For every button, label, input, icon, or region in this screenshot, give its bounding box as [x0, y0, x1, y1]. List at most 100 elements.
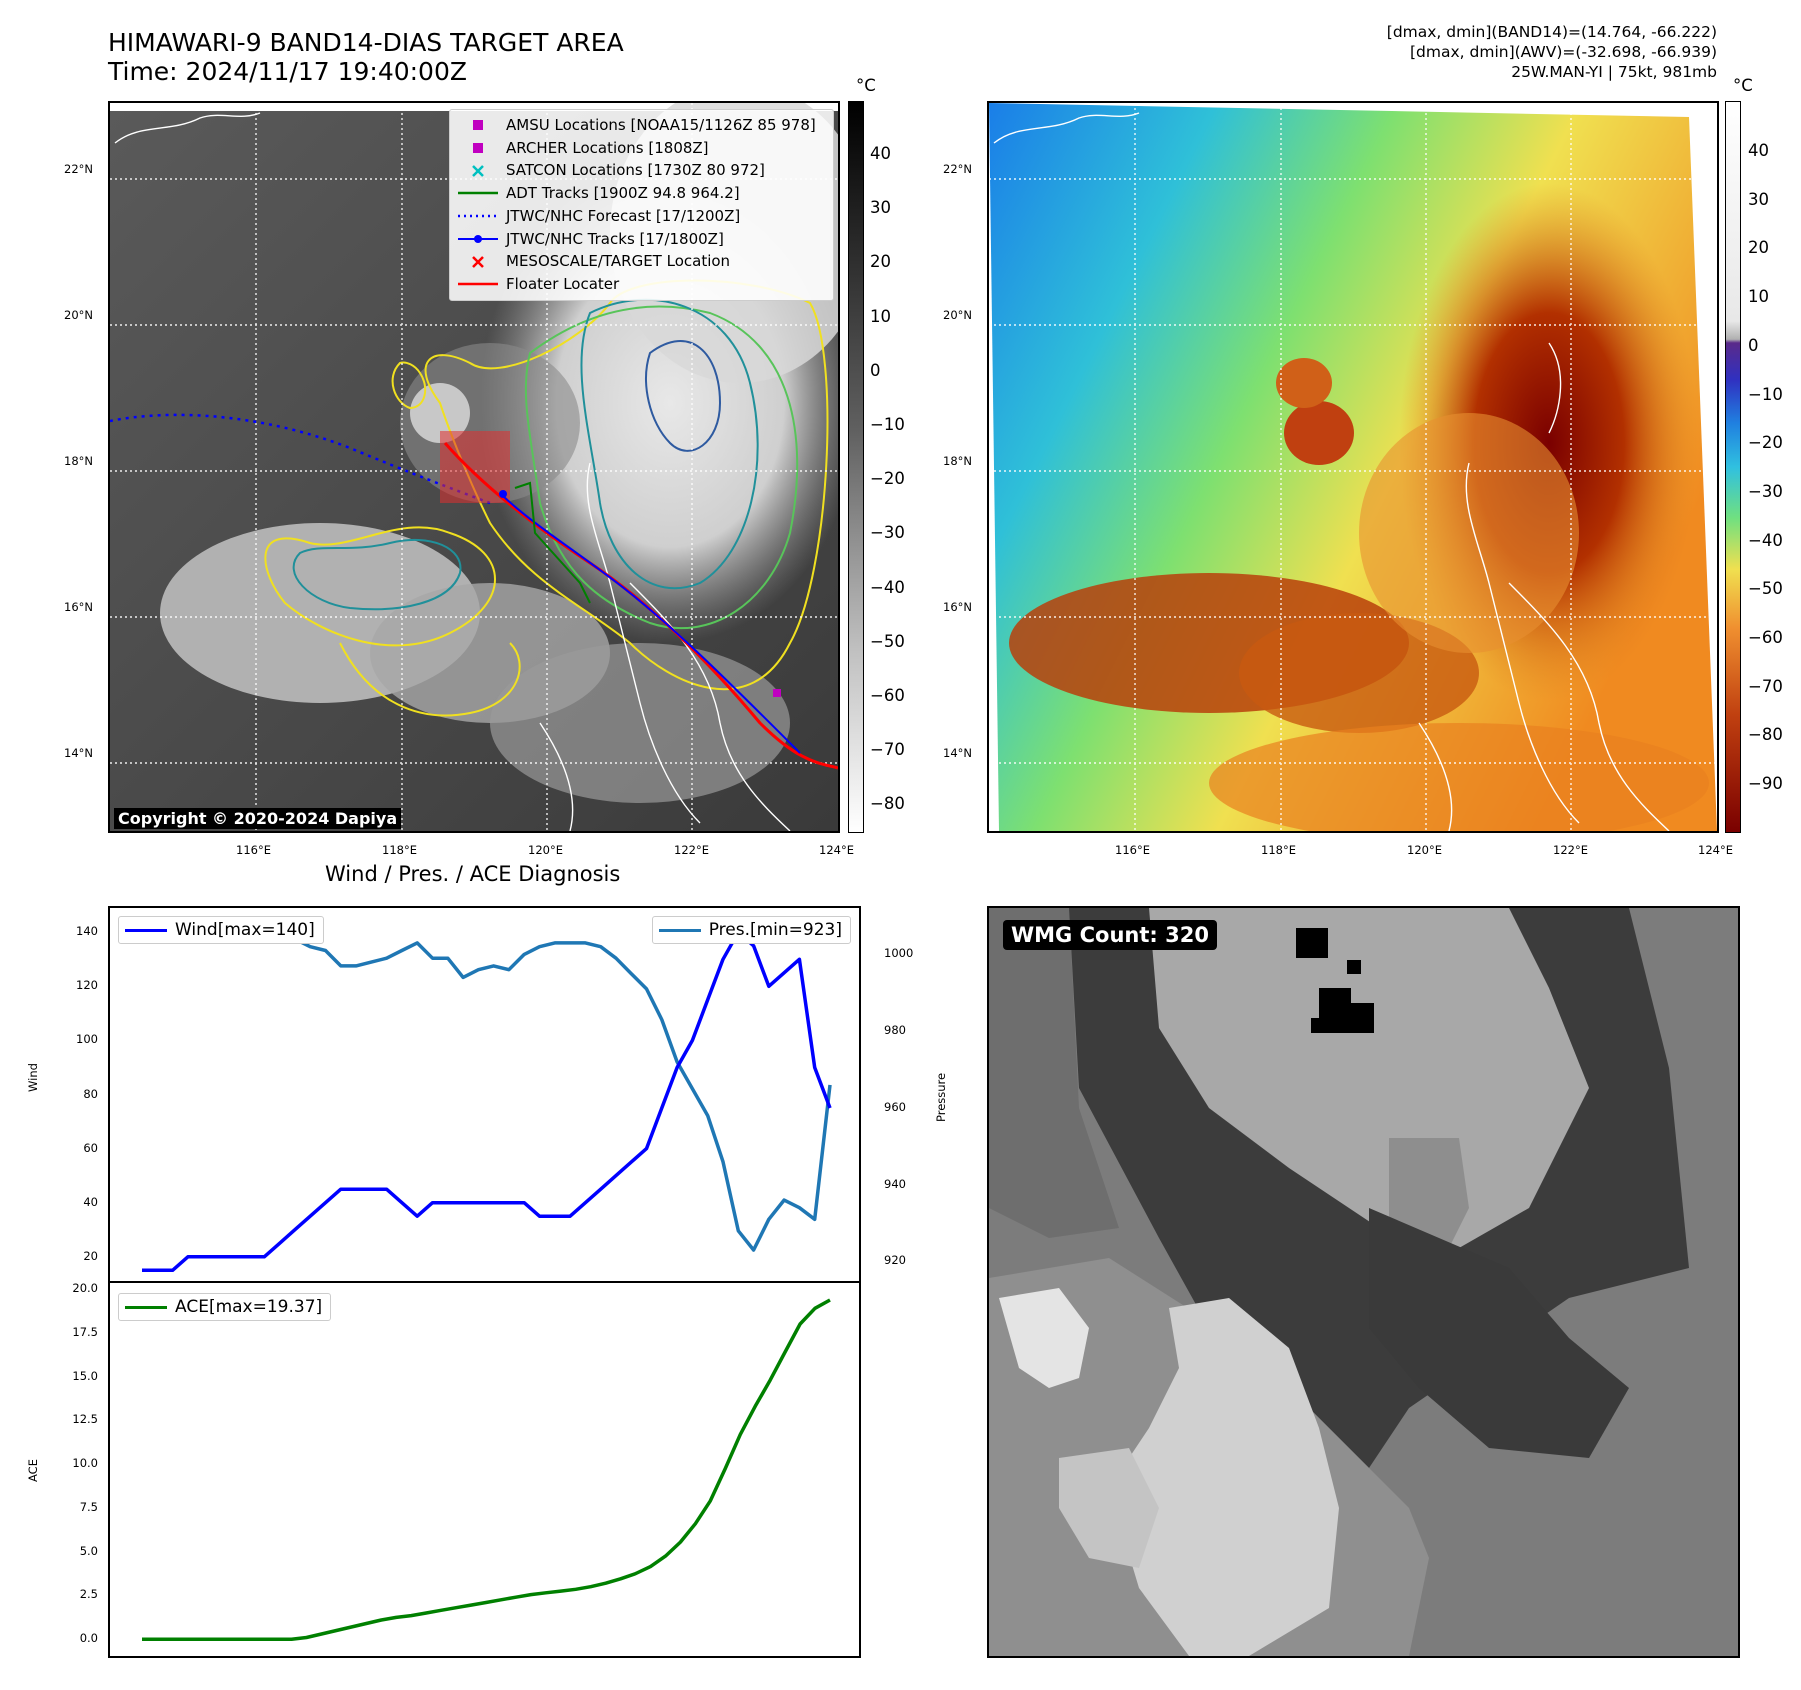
square-marker-icon [456, 139, 500, 157]
wind-tick-label: 20 [83, 1248, 98, 1263]
x-marker-icon [456, 253, 500, 271]
map-legend: AMSU Locations [NOAA15/1126Z 85 978] ARC… [449, 109, 834, 301]
longitude-tick-label: 118°E [382, 843, 417, 857]
pres-legend-line [658, 928, 701, 932]
longitude-tick-label: 122°E [1553, 843, 1588, 857]
latitude-tick-label: 16°N [64, 600, 93, 614]
longitude-tick-label: 116°E [236, 843, 271, 857]
awv-colorbar-tick: 20 [1748, 238, 1769, 258]
ir-map-panel: AMSU Locations [NOAA15/1126Z 85 978] ARC… [108, 101, 840, 833]
legend-item: JTWC/NHC Tracks [17/1800Z] [456, 228, 825, 251]
ace-tick-label: 17.5 [72, 1324, 98, 1339]
ace-legend: ACE[max=19.37] [118, 1293, 332, 1321]
ir-colorbar-tick: −50 [870, 631, 905, 651]
wind-tick-label: 80 [83, 1086, 98, 1101]
line-dot-icon [456, 230, 500, 248]
wind-tick-label: 100 [76, 1032, 98, 1047]
longitude-tick-label: 122°E [674, 843, 709, 857]
ir-colorbar-tick: −40 [870, 577, 905, 597]
legend-item: Floater Locater [456, 273, 825, 296]
ir-colorbar [848, 101, 864, 833]
pressure-tick-label: 940 [884, 1176, 906, 1191]
awv-colorbar-tick: 30 [1748, 189, 1769, 209]
wind-pres-plot [142, 918, 832, 1273]
latitude-tick-label: 22°N [943, 162, 972, 176]
latitude-tick-label: 20°N [64, 308, 93, 322]
ir-colorbar-tick: 0 [870, 360, 881, 380]
ace-axis-label: ACE [26, 1459, 40, 1482]
storm-info: [dmax, dmin](BAND14)=(14.764, -66.222) [… [1387, 22, 1717, 82]
latitude-tick-label: 14°N [943, 746, 972, 760]
title-line-1: HIMAWARI-9 BAND14-DIAS TARGET AREA [108, 28, 624, 57]
longitude-tick-label: 116°E [1115, 843, 1150, 857]
wind-pres-chart: Wind[max=140] Pres.[min=923] [108, 906, 861, 1283]
wind-tick-label: 40 [83, 1194, 98, 1209]
ace-tick-label: 10.0 [72, 1456, 98, 1471]
wmg-panel: WMG Count: 320 [987, 906, 1740, 1658]
awv-colorbar-tick: 10 [1748, 287, 1769, 307]
latitude-tick-label: 18°N [64, 454, 93, 468]
awv-colorbar-tick: 40 [1748, 141, 1769, 160]
ace-tick-label: 7.5 [79, 1499, 98, 1514]
ir-colorbar-tick: −30 [870, 523, 905, 543]
ace-tick-label: 20.0 [72, 1281, 98, 1295]
awv-colorbar-tick: −70 [1748, 676, 1783, 696]
latitude-tick-label: 20°N [943, 308, 972, 322]
awv-map-canvas [989, 103, 1717, 831]
ir-colorbar-tick: −20 [870, 469, 905, 489]
ace-chart: ACE[max=19.37] [108, 1281, 861, 1658]
longitude-tick-label: 124°E [1698, 843, 1733, 857]
square-marker-icon [456, 116, 500, 134]
ace-tick-label: 0.0 [79, 1631, 98, 1646]
wind-tick-label: 120 [76, 978, 98, 993]
line-icon [456, 275, 500, 293]
awv-colorbar-tick: −30 [1748, 481, 1783, 501]
pressure-tick-label: 1000 [884, 946, 914, 961]
pressure-tick-label: 920 [884, 1253, 906, 1268]
ir-colorbar-tick: 40 [870, 144, 891, 163]
wmg-image [989, 908, 1738, 1656]
longitude-tick-label: 120°E [528, 843, 563, 857]
ace-plot [142, 1298, 831, 1641]
wind-tick-label: 60 [83, 1140, 98, 1155]
title-line-2: Time: 2024/11/17 19:40:00Z [108, 57, 467, 86]
latitude-tick-label: 16°N [943, 600, 972, 614]
awv-colorbar-tick: −90 [1748, 774, 1783, 794]
pres-legend: Pres.[min=923] [651, 916, 851, 944]
ace-legend-line [125, 1305, 167, 1309]
legend-item: AMSU Locations [NOAA15/1126Z 85 978] [456, 114, 825, 137]
x-marker-icon [456, 162, 500, 180]
page-title: HIMAWARI-9 BAND14-DIAS TARGET AREA Time:… [108, 28, 624, 86]
wind-series-line [142, 930, 832, 1273]
line-icon [456, 184, 500, 202]
wind-legend: Wind[max=140] [118, 916, 324, 944]
ir-colorbar-tick: −80 [870, 794, 905, 814]
awv-colorbar-tick: −10 [1748, 384, 1783, 404]
awv-colorbar-tick: −80 [1748, 725, 1783, 745]
latitude-tick-label: 22°N [64, 162, 93, 176]
info-line-3: 25W.MAN-YI | 75kt, 981mb [1511, 63, 1717, 81]
pressure-tick-label: 980 [884, 1023, 906, 1038]
ace-tick-label: 15.0 [72, 1368, 98, 1383]
pressure-axis-label: Pressure [934, 1072, 948, 1122]
info-line-2: [dmax, dmin](AWV)=(-32.698, -66.939) [1410, 43, 1717, 61]
wind-axis-label: Wind [26, 1063, 40, 1092]
info-line-1: [dmax, dmin](BAND14)=(14.764, -66.222) [1386, 23, 1717, 41]
ir-colorbar-tick: −70 [870, 740, 905, 760]
wind-legend-line [125, 928, 167, 932]
legend-item: SATCON Locations [1730Z 80 972] [456, 159, 825, 182]
wind-tick-label: 140 [76, 924, 98, 939]
awv-colorbar-tick: −20 [1748, 433, 1783, 453]
longitude-tick-label: 120°E [1407, 843, 1442, 857]
copyright-notice: Copyright © 2020-2024 Dapiya [114, 808, 402, 829]
pressure-tick-label: 960 [884, 1099, 906, 1114]
awv-colorbar-unit: °C [1733, 76, 1753, 95]
legend-item: JTWC/NHC Forecast [17/1200Z] [456, 205, 825, 228]
legend-item: MESOSCALE/TARGET Location [456, 250, 825, 273]
dotted-line-icon [456, 207, 500, 225]
awv-colorbar-tick: 0 [1748, 335, 1759, 355]
pressure-series-line [142, 918, 832, 1252]
ir-colorbar-unit: °C [856, 76, 876, 95]
ir-colorbar-tick: 30 [870, 198, 891, 218]
latitude-tick-label: 18°N [943, 454, 972, 468]
